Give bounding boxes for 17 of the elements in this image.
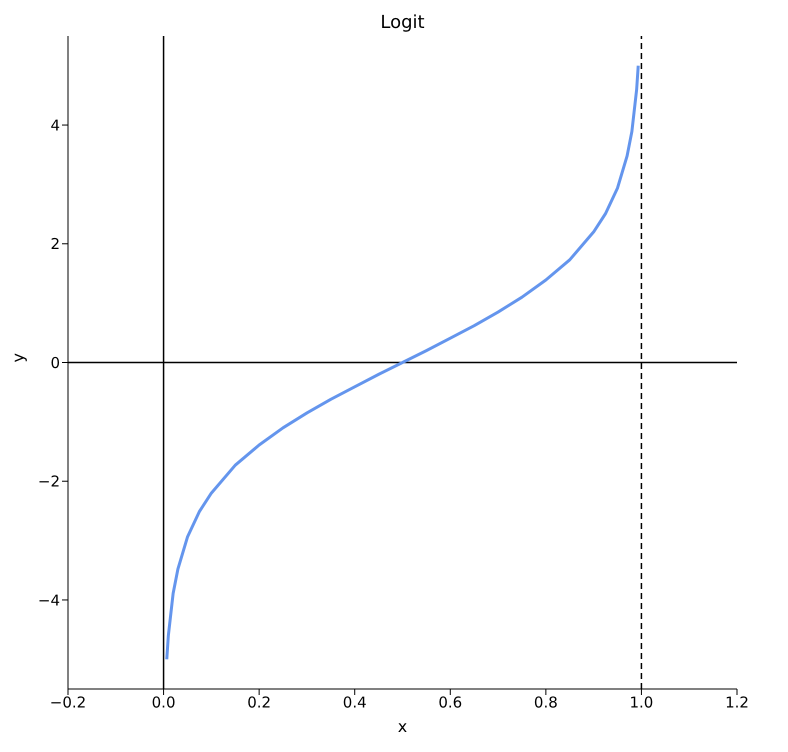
x-tick-label: −0.2 — [50, 694, 86, 712]
y-axis-title: y — [8, 353, 28, 362]
x-tick-label: 0.4 — [342, 694, 367, 712]
x-tick-label: 0.2 — [247, 694, 272, 712]
line-series — [165, 64, 640, 661]
y-tick-label: −4 — [38, 591, 60, 610]
x-tick-label: 1.2 — [725, 694, 749, 712]
x-tick-label: 1.0 — [630, 694, 654, 712]
y-tick-label: 0 — [50, 354, 60, 372]
x-tick-label: 0.6 — [438, 694, 462, 712]
y-tick-label: 4 — [50, 116, 60, 134]
x-tick-label: 0.8 — [534, 694, 558, 712]
y-tick-label: 2 — [50, 235, 60, 254]
y-tick-label: −2 — [38, 472, 60, 491]
x-axis-title: x — [398, 717, 408, 736]
x-tick-label: 0.0 — [152, 694, 176, 712]
chart-title: Logit — [379, 12, 426, 33]
